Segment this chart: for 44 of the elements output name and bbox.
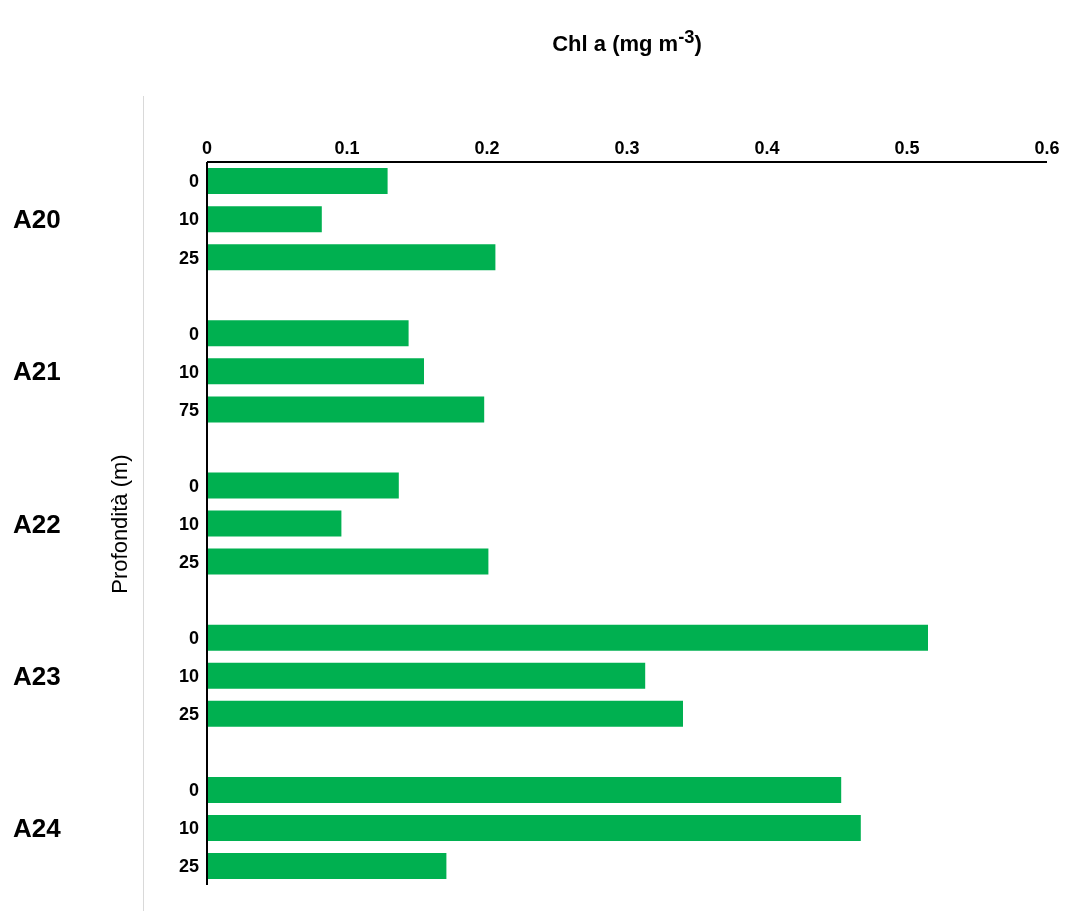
y-tick-label: 0 xyxy=(188,323,199,344)
y-tick-label: 25 xyxy=(178,856,199,877)
bar xyxy=(207,472,399,499)
y-tick-label: 25 xyxy=(178,551,199,572)
bar xyxy=(207,853,447,880)
bar xyxy=(207,396,485,423)
bar xyxy=(207,358,424,385)
y-tick-label: 0 xyxy=(188,628,199,649)
x-tick-label: 0.2 xyxy=(474,138,500,158)
text: A23 xyxy=(13,660,61,692)
y-tick-label: 10 xyxy=(178,818,199,839)
x-tick-label: 0.5 xyxy=(894,138,920,158)
y-tick-label: 10 xyxy=(178,666,199,687)
bar xyxy=(207,168,388,195)
x-tick-label: 0.6 xyxy=(1034,138,1060,158)
bar xyxy=(207,206,322,233)
x-tick-label: 0.1 xyxy=(334,138,360,158)
y-tick-label: 0 xyxy=(188,780,199,801)
y-tick-label: 75 xyxy=(178,399,199,420)
bar xyxy=(207,624,928,651)
y-tick-label: 10 xyxy=(178,361,199,382)
text: A22 xyxy=(13,508,61,539)
text: A24 xyxy=(13,812,61,844)
y-tick-label: 25 xyxy=(178,704,199,725)
y-tick-label: 0 xyxy=(188,475,199,496)
bar xyxy=(207,320,409,347)
y-tick-label: 25 xyxy=(178,247,199,268)
x-tick-label: 0.3 xyxy=(614,138,640,158)
y-tick-label: 0 xyxy=(188,171,199,192)
bar xyxy=(207,662,646,689)
y-axis-title: Profondità (m) xyxy=(107,453,133,594)
y-tick-label: 10 xyxy=(178,209,199,230)
text: A20 xyxy=(13,203,61,235)
bar xyxy=(207,548,489,575)
x-axis-title: Chl a (mg m$^{-3}$) xyxy=(551,26,703,58)
bar xyxy=(207,510,342,537)
y-tick-label: 10 xyxy=(178,513,199,534)
text: A21 xyxy=(13,355,61,387)
bar xyxy=(207,244,496,271)
x-tick-label: 0 xyxy=(201,138,213,158)
bar xyxy=(207,700,683,727)
bar xyxy=(207,776,842,803)
x-tick-label: 0.4 xyxy=(754,138,780,158)
bar xyxy=(207,814,861,841)
